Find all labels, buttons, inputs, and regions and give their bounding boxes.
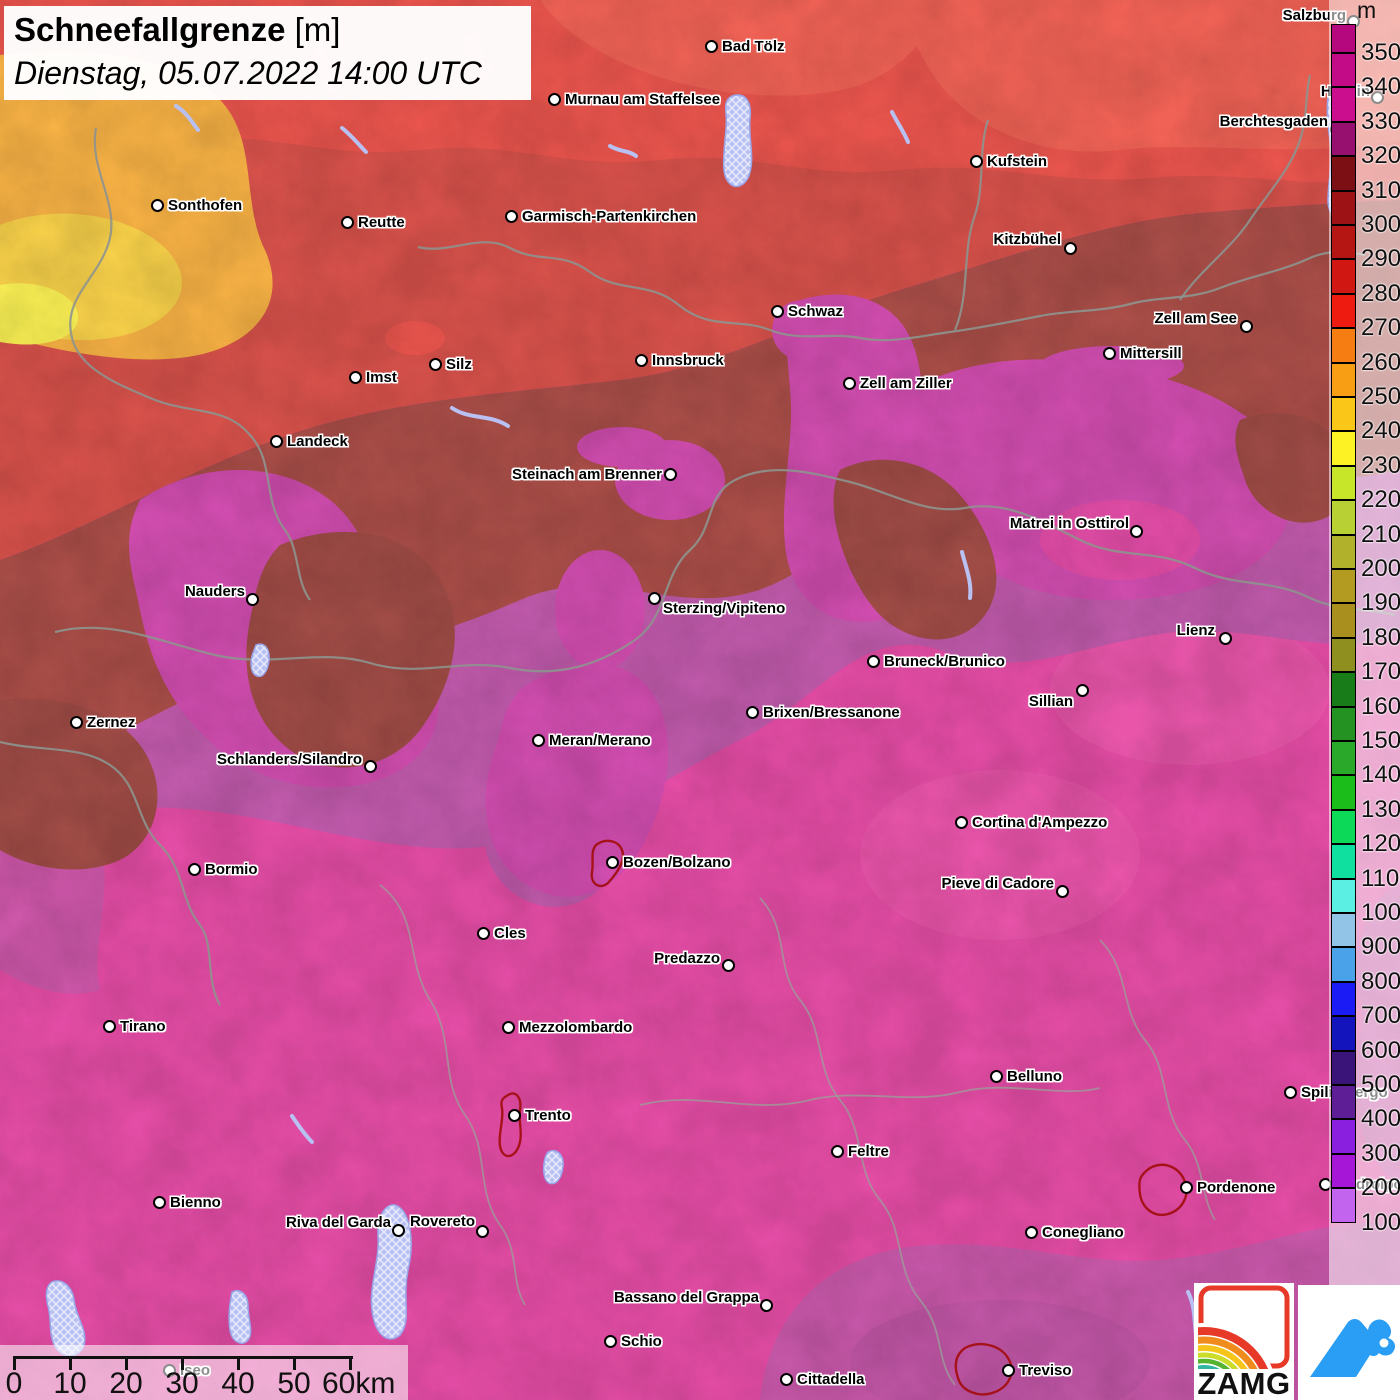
scale-bar-tick [292,1356,296,1370]
scale-bar-tick-label: 0 [5,1367,23,1400]
scale-bar: 0 10 20 30 40 50 60km [0,1345,408,1400]
scale-bar-tick [124,1356,128,1370]
scale-bar-tick-label: 40 [221,1367,255,1400]
river-2 [340,126,368,154]
zamg-logo: ZAMG [1194,1283,1294,1400]
border-province-1 [379,884,526,1306]
scale-bar-tick-label: 30 [165,1367,199,1400]
city-outline-pordenone [1138,1163,1188,1217]
lake-garda [370,1204,412,1340]
city-outline-bozen [590,839,625,888]
scale-bar-tick-label: 20 [109,1367,143,1400]
river-7 [890,110,910,144]
river-6 [290,1114,314,1144]
city-outline-treviso [954,1343,1013,1396]
colorbar-panel [1329,0,1400,1400]
river-4 [960,550,973,600]
scale-bar-tick [12,1356,16,1370]
lake-idro [228,1290,252,1344]
title-box: Schneefallgrenze [m] Dienstag, 05.07.202… [4,6,531,100]
border-berchtesgaden [1179,74,1312,301]
border-at-it [54,468,1396,673]
scale-bar-tick-label: 50 [277,1367,311,1400]
scale-bar-line [14,1356,353,1359]
lake-caldonazzo [542,1150,564,1185]
border-province-4 [1099,939,1216,1221]
title-unit: [m] [285,11,341,48]
border-ch-it [0,740,221,1006]
river-1 [174,104,200,132]
border-west-ch [69,127,311,601]
river-3 [450,406,510,428]
city-outline-trento [498,1092,522,1158]
lake-north-1 [722,94,753,188]
scale-bar-tick-label: 10 [53,1367,87,1400]
scale-bar-tick [68,1356,72,1370]
mountain-logo [1298,1285,1400,1400]
zamg-rainbow-icon [1194,1285,1290,1400]
mountain-cloud-icon [1310,1319,1396,1377]
border-province-3 [639,1086,1101,1106]
scale-bar-tick [180,1356,184,1370]
zamg-logo-text: ZAMG [1197,1366,1291,1400]
map-title: Schneefallgrenze [m] [14,8,531,52]
lake-reschen [250,643,270,678]
border-province-2 [759,897,956,1386]
scale-bar-tick [236,1356,240,1370]
map-subtitle: Dienstag, 05.07.2022 14:00 UTC [14,55,482,91]
scale-bar-tick-label: 60km [322,1367,396,1400]
scale-bar-tick [348,1356,352,1370]
title-main: Schneefallgrenze [14,11,286,48]
border-de-at [417,241,1366,342]
river-8 [608,144,638,158]
border-salzburg-spur [953,119,990,331]
